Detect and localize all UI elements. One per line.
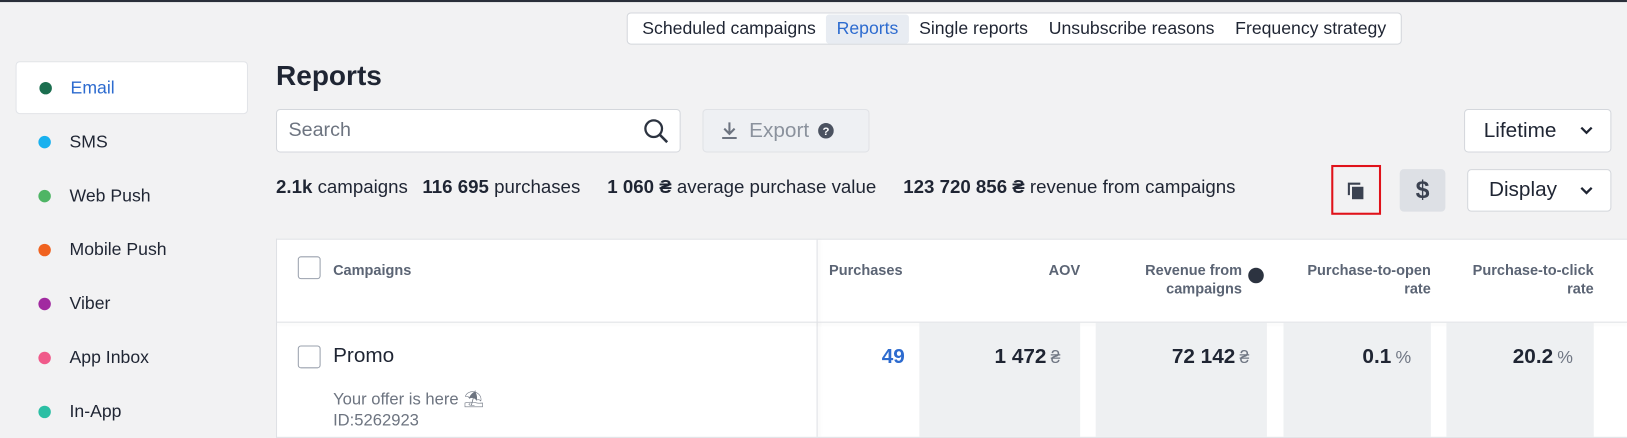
- chevron: [1580, 126, 1593, 135]
- channel-dot: [38, 405, 51, 418]
- stat-value: 2.1k: [276, 176, 313, 198]
- stat: 1 060 ₴ average purchase value: [607, 176, 876, 198]
- column-header[interactable]: Purchase-to-open rate: [1307, 261, 1431, 297]
- value: 1 472: [994, 345, 1047, 369]
- channel-label: Viber: [69, 293, 111, 313]
- sidebar-item[interactable]: Web Push: [16, 169, 248, 222]
- download-icon: [722, 122, 737, 140]
- campaign-id: ID:5262923: [333, 411, 419, 430]
- tab[interactable]: Single reports: [919, 18, 1028, 38]
- channel-dot: [38, 297, 51, 310]
- campaign-name[interactable]: Promo: [333, 344, 395, 368]
- column-header[interactable]: Purchases: [829, 261, 903, 279]
- checkbox[interactable]: [297, 345, 321, 369]
- period-label: Lifetime: [1483, 118, 1557, 142]
- chevron: [1580, 186, 1593, 195]
- value: 20.2: [1512, 345, 1554, 369]
- stat-value: 116 695: [422, 176, 489, 198]
- copy-icon: [1347, 182, 1364, 200]
- channel-label: Web Push: [69, 185, 151, 205]
- header-divider: [277, 321, 1627, 323]
- stat-label: revenue from campaigns: [1029, 176, 1236, 198]
- display-label: Display: [1488, 178, 1557, 202]
- stat-label: campaigns: [317, 176, 408, 198]
- period-dropdown[interactable]: Lifetime: [1464, 108, 1612, 153]
- sidebar-item[interactable]: Mobile Push: [16, 223, 248, 276]
- column-shade: [919, 322, 1081, 437]
- channel-dot: [38, 351, 51, 364]
- sidebar-item[interactable]: Email: [15, 61, 248, 115]
- svg-text:?: ?: [822, 126, 829, 138]
- tab[interactable]: Reports: [826, 14, 909, 44]
- tab[interactable]: Frequency strategy: [1235, 18, 1387, 38]
- column-shade: [1095, 322, 1267, 437]
- channel-label: In-App: [69, 401, 122, 421]
- stat-label: purchases: [494, 176, 581, 198]
- column-header[interactable]: Purchase-to-click rate: [1472, 261, 1594, 297]
- search-placeholder: Search: [288, 119, 351, 142]
- cell-value: 49: [739, 346, 905, 370]
- column-header[interactable]: Revenue from campaigns: [1145, 261, 1243, 297]
- stat-label: average purchase value: [676, 176, 877, 198]
- currency-button[interactable]: $: [1399, 169, 1446, 212]
- unit: %: [1395, 347, 1412, 368]
- unit: %: [1557, 347, 1574, 368]
- stat-value: 123 720 856 ₴: [903, 176, 1025, 198]
- checkbox[interactable]: [297, 256, 321, 280]
- column-header[interactable]: AOV: [1048, 261, 1081, 279]
- cell-value: 0.1%: [1245, 346, 1411, 370]
- cell-value: 20.2%: [1407, 346, 1573, 370]
- report-table: Campaigns Purchases AOV Revenue from campai…: [276, 238, 1627, 438]
- channel-dot: [39, 81, 52, 94]
- stat-value: 1 060 ₴: [607, 176, 672, 198]
- channel-dot: [38, 135, 51, 148]
- column-shade: [1283, 322, 1431, 437]
- value: 0.1: [1362, 345, 1392, 369]
- campaign-subject: Your offer is here ⛱: [333, 391, 485, 409]
- tab[interactable]: Unsubscribe reasons: [1048, 18, 1215, 38]
- copy-button[interactable]: [1331, 164, 1382, 215]
- tab[interactable]: Scheduled campaigns: [642, 18, 816, 38]
- value: 49: [881, 345, 905, 369]
- search-box[interactable]: Search: [276, 108, 681, 153]
- channel-label: App Inbox: [69, 347, 149, 367]
- export-button[interactable]: Export ?: [702, 108, 870, 153]
- channel-dot: [38, 189, 51, 202]
- help-icon: [1248, 267, 1264, 284]
- stat: 116 695 purchases: [422, 176, 580, 198]
- stats-row: 2.1k campaigns 116 695 purchases 1 060 ₴ a…: [276, 176, 1250, 198]
- value: 72 142: [1171, 345, 1236, 369]
- sidebar-item[interactable]: App Inbox: [16, 331, 248, 384]
- help-icon: ?: [817, 122, 834, 139]
- sidebar-item[interactable]: In-App: [16, 385, 248, 438]
- cell-value: 72 142 ₴: [1083, 346, 1249, 370]
- column-shade: [1446, 322, 1594, 437]
- page-title: Reports: [276, 60, 382, 92]
- top-bar: [0, 0, 1627, 3]
- cell-value: 1 472 ₴: [894, 345, 1061, 370]
- sidebar-item[interactable]: Viber: [16, 277, 248, 330]
- sidebar-item[interactable]: SMS: [16, 115, 248, 168]
- tab-bar: Scheduled campaigns Reports Single reports…: [626, 12, 1402, 45]
- stat: 2.1k campaigns: [276, 176, 408, 198]
- stat: 123 720 856 ₴ revenue from campaigns: [903, 176, 1235, 198]
- display-dropdown[interactable]: Display: [1467, 169, 1612, 212]
- unit: ₴: [1050, 347, 1061, 368]
- column-divider: [816, 239, 818, 437]
- channel-label: SMS: [69, 131, 108, 151]
- channel-label: Email: [70, 77, 115, 98]
- column-header[interactable]: Campaigns: [333, 261, 412, 279]
- search-icon: [644, 119, 669, 144]
- channel-label: Mobile Push: [69, 239, 167, 259]
- unit: ₴: [1239, 347, 1250, 368]
- export-label: Export: [749, 118, 810, 142]
- channel-dot: [38, 243, 51, 256]
